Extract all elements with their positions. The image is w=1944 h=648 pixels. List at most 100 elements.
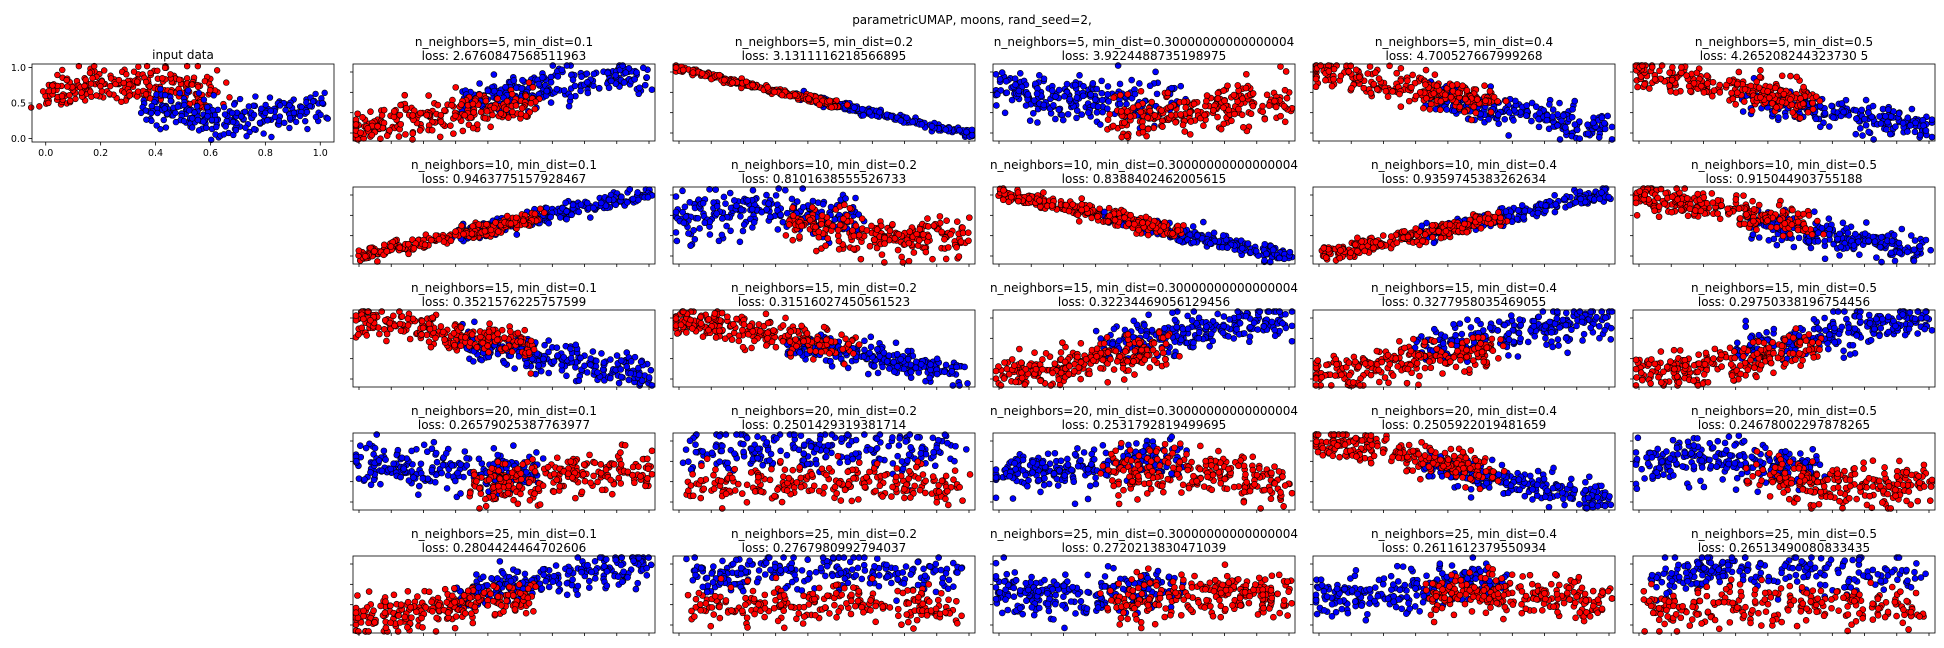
scatter-point-class1: [1646, 85, 1653, 92]
scatter-point-class1: [689, 69, 697, 76]
scatter-point-class1: [1186, 131, 1194, 138]
scatter-point-class1: [1435, 228, 1443, 235]
scatter-point-class1: [1704, 80, 1711, 87]
scatter-point-class0: [250, 111, 258, 119]
scatter-point-class1: [1180, 98, 1188, 106]
scatter-point-class0: [1892, 123, 1899, 131]
scatter-point-class0: [1755, 234, 1763, 241]
scatter-point-class0: [623, 198, 631, 206]
scatter-point-class1: [1408, 84, 1415, 91]
scatter-point-class1: [1429, 234, 1436, 241]
scatter-point-class0: [560, 87, 568, 94]
scatter-point-class0: [758, 208, 766, 216]
scatter-point-class1: [1167, 103, 1174, 111]
scatter-point-class0: [303, 108, 311, 116]
scatter-point-class0: [1099, 96, 1106, 104]
scatter-point-class1: [1230, 91, 1238, 99]
scatter-point-class1: [409, 136, 416, 143]
scatter-point-class0: [860, 112, 867, 119]
scatter-point-class0: [1536, 109, 1543, 117]
scatter-point-class1: [93, 92, 100, 99]
scatter-point-class1: [945, 244, 952, 251]
scatter-point-class1: [1125, 220, 1132, 227]
scatter-point-class0: [996, 75, 1004, 83]
scatter-point-class1: [764, 83, 771, 91]
scatter-point-class0: [312, 113, 320, 121]
scatter-point-class1: [895, 230, 903, 238]
scatter-point-class1: [1271, 97, 1278, 105]
scatter-point-class0: [584, 89, 592, 97]
scatter-point-class0: [324, 115, 331, 122]
scatter-point-class1: [1277, 112, 1284, 120]
scatter-point-class1: [863, 227, 871, 234]
scatter-point-class1: [54, 71, 61, 79]
scatter-point-class1: [1433, 82, 1441, 90]
scatter-point-class0: [1263, 250, 1270, 258]
scatter-point-class1: [1151, 112, 1159, 119]
scatter-point-class0: [547, 99, 555, 106]
scatter-point-class1: [409, 130, 417, 137]
panel-loss: loss: 0.915044903755188: [1705, 172, 1862, 186]
scatter-point-class1: [1354, 234, 1361, 242]
scatter-point-class0: [195, 127, 203, 134]
scatter-point-class0: [554, 73, 562, 80]
scatter-point-class0: [738, 206, 745, 214]
scatter-point-class1: [387, 243, 395, 250]
scatter-point-class1: [1263, 91, 1271, 99]
scatter-point-class0: [687, 242, 694, 249]
scatter-point-class0: [252, 93, 259, 100]
scatter-point-class0: [1546, 101, 1553, 108]
scatter-point-class1: [428, 126, 436, 134]
scatter-point-class0: [1830, 114, 1837, 121]
scatter-point-class1: [1634, 83, 1641, 91]
scatter-point-class1: [1356, 73, 1363, 81]
scatter-point-class0: [1852, 130, 1860, 138]
scatter-point-class0: [304, 125, 311, 133]
scatter-point-class1: [405, 250, 412, 258]
scatter-point-class1: [791, 91, 799, 98]
scatter-point-class1: [507, 220, 515, 227]
scatter-point-class1: [1354, 247, 1361, 255]
scatter-point-class0: [1858, 106, 1866, 114]
scatter-point-class0: [200, 118, 207, 125]
scatter-point-class0: [1276, 254, 1283, 262]
scatter-point-class1: [857, 255, 865, 263]
scatter-point-class1: [785, 221, 793, 228]
scatter-point-class1: [955, 253, 963, 260]
x-tick-label: 1.0: [313, 148, 328, 159]
scatter-point-class0: [1828, 102, 1835, 110]
scatter-point-class1: [936, 213, 944, 220]
scatter-point-class0: [713, 202, 721, 210]
scatter-point-class0: [1928, 133, 1936, 141]
scatter-point-class0: [476, 80, 483, 87]
scatter-point-class0: [193, 103, 201, 110]
scatter-point-class0: [1015, 87, 1023, 95]
scatter-point-class1: [1172, 118, 1179, 126]
scatter-point-class1: [64, 83, 71, 90]
scatter-point-class1: [1352, 66, 1360, 74]
scatter-point-class0: [788, 195, 796, 203]
scatter-point-class0: [1543, 116, 1551, 124]
scatter-point-class1: [1169, 230, 1176, 237]
scatter-point-class1: [1249, 102, 1257, 110]
scatter-point-class1: [355, 247, 363, 254]
scatter-point-class0: [1840, 108, 1847, 116]
scatter-point-class1: [834, 226, 842, 234]
scatter-point-class1: [1473, 96, 1481, 103]
scatter-point-class0: [1922, 127, 1930, 134]
scatter-point-class0: [750, 219, 758, 226]
scatter-point-class0: [726, 189, 734, 197]
scatter-point-class0: [195, 89, 203, 97]
scatter-point-class1: [1735, 68, 1743, 76]
scatter-point-class1: [855, 231, 863, 239]
scatter-point-class1: [176, 76, 183, 83]
scatter-point-class1: [1700, 89, 1708, 96]
scatter-point-class1: [1423, 94, 1430, 102]
scatter-point-class0: [1072, 81, 1079, 89]
scatter-point-class0: [1066, 95, 1074, 103]
scatter-point-class0: [590, 70, 598, 78]
scatter-point-class0: [992, 70, 1000, 78]
